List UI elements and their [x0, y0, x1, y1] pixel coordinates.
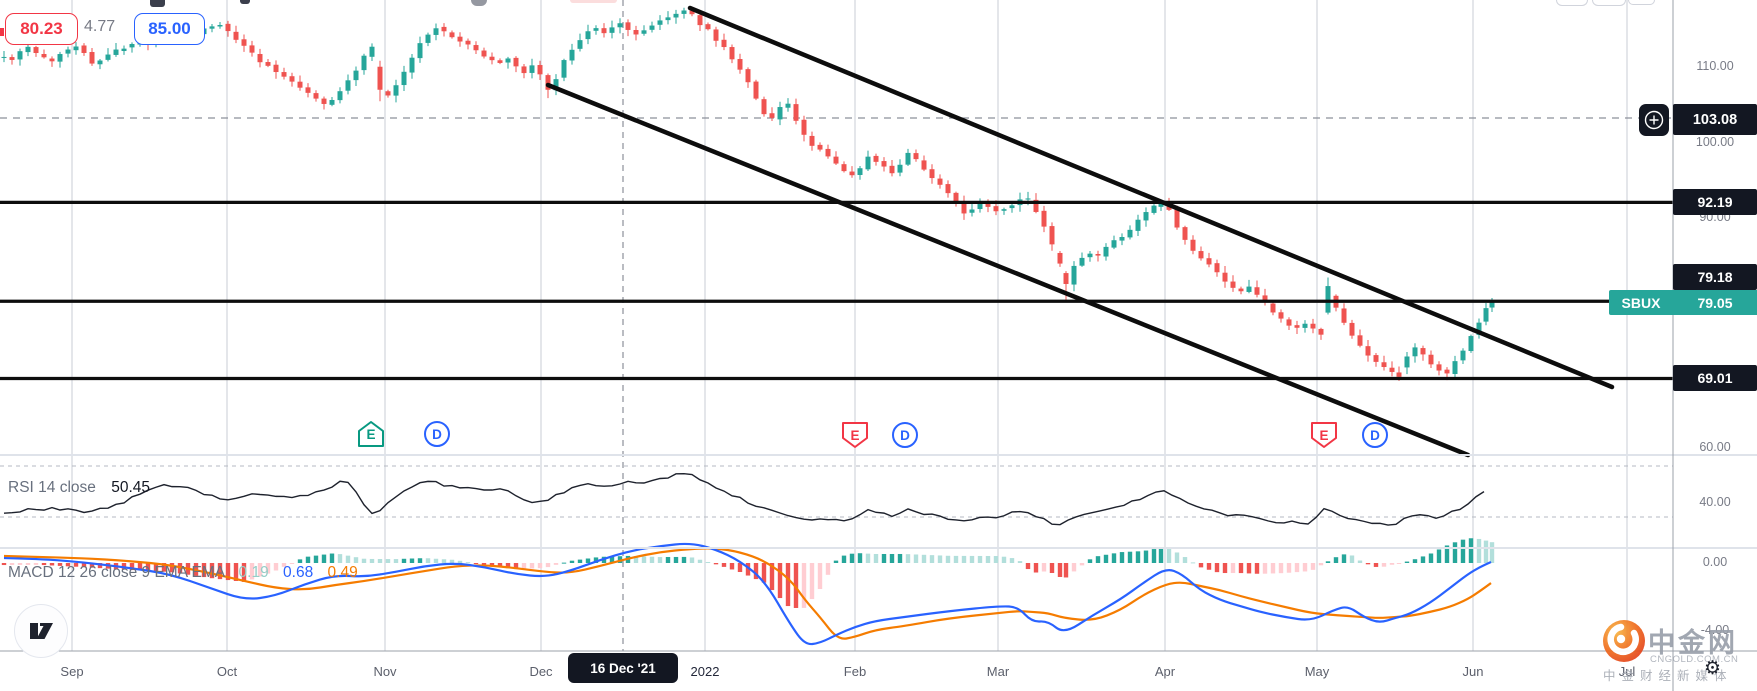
dividend-badge[interactable]: D: [891, 421, 919, 449]
price-range-high-value: 85.00: [148, 19, 191, 38]
price-range-low-value: 80.23: [20, 19, 63, 38]
watermark-domain: CNGOLD.COM.CN: [1650, 654, 1739, 665]
macd-signal-value: 0.49: [327, 564, 358, 581]
price-tick-label: -4.00: [1700, 623, 1730, 637]
price-range-delta: 4.77: [84, 18, 116, 35]
time-tick-label-may: May: [1304, 664, 1330, 679]
macd-signal-line: [3, 547, 1492, 640]
symbol-price-tag: SBUX: [1609, 290, 1673, 315]
time-tick-label-jun: Jun: [1462, 664, 1484, 679]
candlestick-series: [1, 7, 1495, 381]
drawing-price-label: 79.18: [1673, 264, 1757, 290]
time-tick-label-sep: Sep: [60, 664, 84, 679]
svg-text:E: E: [1319, 428, 1328, 443]
macd-histogram-value: 0.19: [238, 564, 269, 581]
time-tick-label-feb: Feb: [843, 664, 867, 679]
time-tick-label-apr: Apr: [1154, 664, 1176, 679]
price-tick-label: 0.00: [1702, 555, 1728, 569]
svg-text:D: D: [900, 428, 910, 443]
time-axis[interactable]: Sep Oct Nov Dec 2022 Feb Mar Apr May Jun Jul: [0, 652, 1757, 691]
macd-line: [3, 542, 1492, 646]
cngold-watermark: 中金网 CNGOLD.COM.CN 中金财经新媒体: [1598, 614, 1757, 686]
crosshair-date-label: 16 Dec '21: [568, 653, 678, 683]
drawing-price-label: 69.01: [1673, 365, 1757, 391]
symbol-last-price: 79.05: [1673, 290, 1757, 315]
cropped-ui-fragment: [150, 0, 165, 7]
cropped-ui-fragment: [240, 0, 250, 4]
time-tick-label-mar: Mar: [986, 664, 1010, 679]
price-tick-label: 110.00: [1696, 59, 1734, 73]
svg-text:E: E: [366, 427, 375, 442]
watermark-tagline: 中金财经新媒体: [1603, 669, 1733, 683]
time-tick-label-nov: Nov: [373, 664, 397, 679]
cropped-ui-fragment: [1592, 0, 1626, 6]
price-range-anchor[interactable]: [0, 28, 4, 36]
svg-text:E: E: [850, 428, 859, 443]
price-tick-label: 100.00: [1695, 135, 1735, 149]
price-range-high-label[interactable]: 85.00: [134, 13, 205, 45]
time-tick-label-2022: 2022: [690, 664, 720, 679]
price-range-low-label[interactable]: 80.23: [5, 13, 78, 45]
time-tick-label-jul: Jul: [1618, 664, 1636, 679]
cropped-ui-fragment: [471, 0, 487, 6]
rsi-value: 50.45: [111, 479, 150, 496]
macd-legend[interactable]: MACD 12 26 close 9 EMA EMA 0.19 0.68 0.4…: [8, 564, 358, 582]
cropped-ui-fragment: [570, 0, 617, 3]
crosshair-price-label: 103.08: [1673, 104, 1757, 135]
trend-channel-line[interactable]: [545, 82, 1471, 458]
watermark-title: 中金网: [1648, 628, 1738, 658]
macd-line-value: 0.68: [283, 564, 314, 581]
rsi-legend[interactable]: RSI 14 close 50.45: [8, 479, 150, 497]
macd-histogram: [1, 538, 1495, 608]
earnings-up-badge[interactable]: E: [357, 420, 385, 448]
dividend-badge[interactable]: D: [423, 420, 451, 448]
cropped-ui-fragment: [1628, 0, 1655, 5]
trend-channel-line[interactable]: [687, 5, 1615, 390]
cngold-logo-icon: [1603, 620, 1645, 662]
time-tick-label-dec: Dec: [529, 664, 553, 679]
rsi-line: [3, 472, 1485, 526]
svg-text:D: D: [1370, 428, 1380, 443]
earnings-down-badge[interactable]: E: [1310, 421, 1338, 449]
drawing-price-label: 92.19: [1673, 189, 1757, 215]
svg-text:D: D: [432, 427, 442, 442]
time-tick-label-oct: Oct: [216, 664, 238, 679]
earnings-down-badge[interactable]: E: [841, 421, 869, 449]
tradingview-logo[interactable]: [13, 603, 69, 659]
settings-gear-icon[interactable]: ⚙: [1704, 657, 1722, 679]
price-tick-label: 60.00: [1699, 440, 1731, 454]
cropped-ui-fragment: [1556, 0, 1588, 6]
plus-circle-icon: [1644, 110, 1664, 130]
add-alert-plus-button[interactable]: [1639, 104, 1669, 136]
macd-title: MACD 12 26 close 9 EMA EMA: [8, 564, 225, 581]
rsi-title: RSI 14 close: [8, 479, 96, 496]
price-axis[interactable]: 110.00 100.00 90.00 60.00 40.00 0.00 -4.00 92.1…: [1673, 0, 1757, 691]
dividend-badge[interactable]: D: [1361, 421, 1389, 449]
price-tick-label: 40.00: [1699, 495, 1731, 509]
